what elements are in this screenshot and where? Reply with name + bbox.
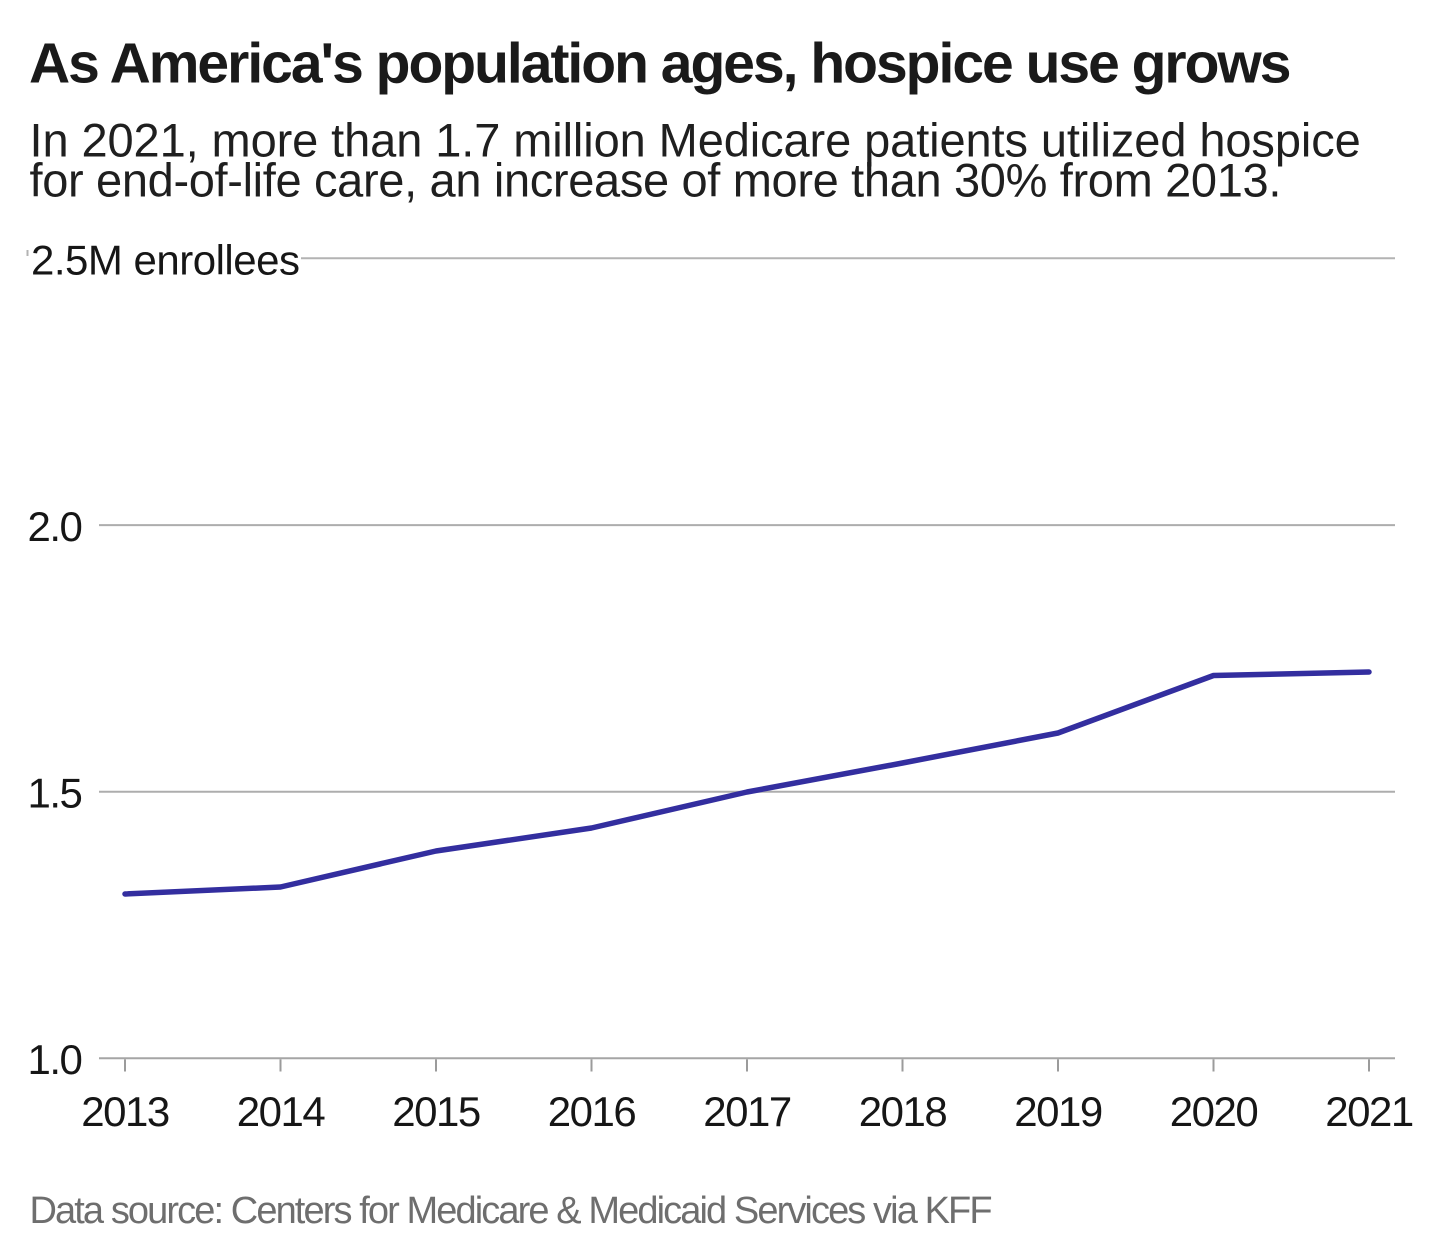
svg-text:2014: 2014	[237, 1088, 326, 1135]
svg-text:1.5: 1.5	[28, 770, 82, 817]
svg-text:2019: 2019	[1014, 1088, 1102, 1135]
svg-text:2.5M enrollees: 2.5M enrollees	[31, 236, 299, 283]
svg-text:2018: 2018	[859, 1088, 947, 1135]
svg-text:1.0: 1.0	[28, 1036, 82, 1083]
svg-text:2013: 2013	[81, 1088, 169, 1135]
svg-text:In 2021, more than 1.7 million: In 2021, more than 1.7 million Medicare …	[30, 113, 1361, 166]
svg-text:2021: 2021	[1325, 1088, 1413, 1135]
svg-text:2015: 2015	[392, 1088, 480, 1135]
svg-text:for end-of-life care, an incre: for end-of-life care, an increase of mor…	[30, 153, 1282, 206]
svg-text:Data source: Centers for Medic: Data source: Centers for Medicare & Medi…	[30, 1190, 992, 1232]
svg-text:2016: 2016	[548, 1088, 636, 1135]
svg-text:As America's population ages,: As America's population ages, hospice us…	[29, 32, 1290, 96]
svg-text:2.0: 2.0	[28, 503, 82, 550]
svg-text:2017: 2017	[703, 1088, 791, 1135]
svg-text:2020: 2020	[1170, 1088, 1258, 1135]
